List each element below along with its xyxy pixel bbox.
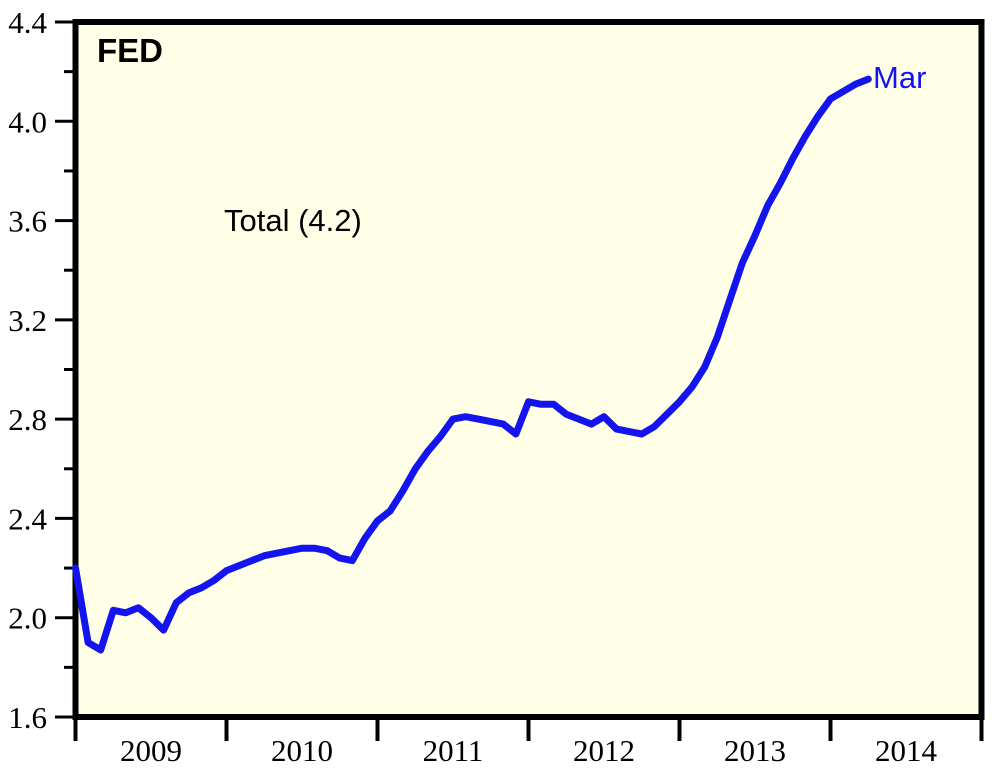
y-tick-label: 4.0 bbox=[8, 104, 47, 139]
y-tick-label: 2.4 bbox=[8, 501, 47, 536]
x-year-label: 2013 bbox=[724, 733, 786, 768]
x-year-label: 2011 bbox=[423, 733, 484, 768]
y-tick-label: 3.2 bbox=[8, 303, 47, 338]
chart-title: FED bbox=[97, 32, 163, 69]
y-tick-label: 1.6 bbox=[8, 700, 47, 735]
y-tick-label: 2.8 bbox=[8, 402, 47, 437]
series-annotation: Total (4.2) bbox=[224, 203, 362, 238]
plot-area bbox=[72, 19, 985, 720]
x-axis: 2009 2010 2011 2012 2013 2014 bbox=[73, 717, 984, 768]
y-tick-label: 4.4 bbox=[8, 5, 47, 40]
x-year-label: 2010 bbox=[271, 733, 333, 768]
y-axis: 1.6 2.0 2.4 2.8 3.2 3.6 4.0 4.4 bbox=[8, 5, 78, 735]
end-point-label: Mar bbox=[873, 60, 926, 95]
total-series-line bbox=[72, 75, 872, 654]
x-year-label: 2014 bbox=[875, 733, 938, 768]
y-tick-label: 2.0 bbox=[8, 601, 47, 636]
y-tick-label: 3.6 bbox=[8, 204, 47, 239]
x-year-label: 2012 bbox=[573, 733, 635, 768]
x-year-label: 2009 bbox=[120, 733, 182, 768]
